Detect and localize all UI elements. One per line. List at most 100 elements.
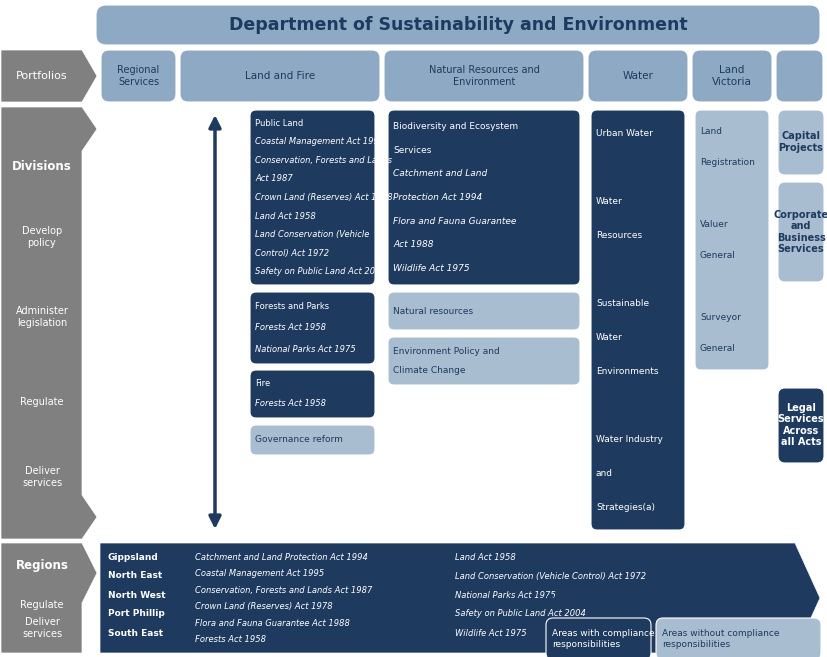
Text: Water: Water — [623, 71, 653, 81]
FancyBboxPatch shape — [591, 110, 685, 530]
Text: Coastal Management Act 1995: Coastal Management Act 1995 — [255, 137, 385, 147]
FancyBboxPatch shape — [96, 5, 820, 45]
Text: Safety on Public Land Act 2004: Safety on Public Land Act 2004 — [455, 610, 586, 618]
Text: Coastal Management Act 1995: Coastal Management Act 1995 — [195, 569, 324, 578]
FancyBboxPatch shape — [250, 292, 375, 364]
Text: Port Phillip: Port Phillip — [108, 610, 165, 618]
Text: Valuer: Valuer — [700, 220, 729, 229]
Polygon shape — [1, 50, 97, 102]
Text: Protection Act 1994: Protection Act 1994 — [393, 193, 482, 202]
Text: Environments: Environments — [596, 367, 658, 376]
Text: Land and Fire: Land and Fire — [245, 71, 315, 81]
FancyBboxPatch shape — [778, 388, 824, 463]
Text: Corporate
and
Business
Services: Corporate and Business Services — [773, 210, 827, 254]
FancyBboxPatch shape — [778, 182, 824, 282]
FancyBboxPatch shape — [656, 618, 821, 657]
Text: General: General — [700, 344, 736, 353]
Text: Registration: Registration — [700, 158, 755, 167]
Text: Water Industry: Water Industry — [596, 434, 663, 443]
Text: Governance reform: Governance reform — [255, 436, 343, 445]
Text: Resources: Resources — [596, 231, 642, 240]
FancyBboxPatch shape — [180, 50, 380, 102]
Text: Natural Resources and
Environment: Natural Resources and Environment — [428, 65, 539, 87]
Text: Conservation, Forests and Lands: Conservation, Forests and Lands — [255, 156, 392, 165]
Text: Forests Act 1958: Forests Act 1958 — [255, 323, 326, 332]
FancyBboxPatch shape — [388, 292, 580, 330]
FancyBboxPatch shape — [588, 50, 688, 102]
Text: Wildlife Act 1975: Wildlife Act 1975 — [393, 263, 470, 273]
Text: Areas with compliance
responsibilities: Areas with compliance responsibilities — [552, 629, 655, 648]
FancyBboxPatch shape — [776, 50, 823, 102]
Text: National Parks Act 1975: National Parks Act 1975 — [255, 345, 356, 354]
Text: North East: North East — [108, 572, 162, 581]
Text: Climate Change: Climate Change — [393, 366, 466, 375]
Text: Catchment and Land Protection Act 1994: Catchment and Land Protection Act 1994 — [195, 553, 368, 562]
Text: Control) Act 1972: Control) Act 1972 — [255, 248, 329, 258]
Text: Forests and Parks: Forests and Parks — [255, 302, 329, 311]
Text: Act 1988: Act 1988 — [393, 240, 433, 249]
Polygon shape — [1, 107, 97, 539]
FancyBboxPatch shape — [388, 110, 580, 285]
FancyBboxPatch shape — [388, 337, 580, 385]
Text: Land Conservation (Vehicle Control) Act 1972: Land Conservation (Vehicle Control) Act … — [455, 572, 646, 581]
Text: and: and — [596, 468, 613, 478]
Text: Conservation, Forests and Lands Act 1987: Conservation, Forests and Lands Act 1987 — [195, 585, 372, 595]
Text: Land Conservation (Vehicle: Land Conservation (Vehicle — [255, 230, 370, 239]
Text: Legal
Services
Across
all Acts: Legal Services Across all Acts — [777, 403, 825, 447]
Text: Regional
Services: Regional Services — [117, 65, 160, 87]
Text: Capital
Projects: Capital Projects — [778, 131, 824, 153]
Text: Urban Water: Urban Water — [596, 129, 653, 137]
Text: Sustainable: Sustainable — [596, 298, 649, 307]
Polygon shape — [1, 543, 97, 653]
FancyBboxPatch shape — [250, 370, 375, 418]
Text: Surveyor: Surveyor — [700, 313, 741, 322]
Text: Fire: Fire — [255, 380, 270, 388]
Text: Forests Act 1958: Forests Act 1958 — [195, 635, 266, 644]
Text: Water: Water — [596, 196, 623, 206]
Text: Crown Land (Reserves) Act 1978: Crown Land (Reserves) Act 1978 — [195, 602, 332, 611]
Text: Services: Services — [393, 146, 432, 155]
Text: Natural resources: Natural resources — [393, 307, 473, 315]
FancyBboxPatch shape — [778, 110, 824, 175]
Text: Strategies(a): Strategies(a) — [596, 503, 655, 512]
Text: Land Act 1958: Land Act 1958 — [455, 553, 516, 562]
Text: Administer
legislation: Administer legislation — [16, 306, 69, 328]
Text: Portfolios: Portfolios — [17, 71, 68, 81]
FancyBboxPatch shape — [546, 618, 651, 657]
Text: Crown Land (Reserves) Act 1978: Crown Land (Reserves) Act 1978 — [255, 193, 393, 202]
FancyBboxPatch shape — [692, 50, 772, 102]
Text: South East: South East — [108, 629, 163, 637]
Text: Develop
policy: Develop policy — [22, 226, 62, 248]
Text: Regions: Regions — [16, 558, 69, 572]
Text: Gippsland: Gippsland — [108, 553, 159, 562]
Text: Environment Policy and: Environment Policy and — [393, 347, 500, 356]
Text: Land
Victoria: Land Victoria — [712, 65, 752, 87]
Text: Land Act 1958: Land Act 1958 — [255, 212, 316, 221]
Text: Regulate: Regulate — [20, 600, 64, 610]
Text: Flora and Fauna Guarantee Act 1988: Flora and Fauna Guarantee Act 1988 — [195, 618, 350, 627]
Polygon shape — [100, 543, 820, 653]
Text: Deliver
services: Deliver services — [22, 617, 62, 639]
Text: Deliver
services: Deliver services — [22, 466, 62, 487]
Text: Department of Sustainability and Environment: Department of Sustainability and Environ… — [229, 16, 687, 34]
Text: Forests Act 1958: Forests Act 1958 — [255, 399, 326, 409]
Text: National Parks Act 1975: National Parks Act 1975 — [455, 591, 556, 599]
Text: Public Land: Public Land — [255, 119, 304, 127]
Text: Regulate: Regulate — [20, 397, 64, 407]
FancyBboxPatch shape — [384, 50, 584, 102]
Text: Safety on Public Land Act 2004: Safety on Public Land Act 2004 — [255, 267, 386, 276]
Text: Flora and Fauna Guarantee: Flora and Fauna Guarantee — [393, 217, 516, 225]
FancyBboxPatch shape — [250, 110, 375, 285]
Text: Biodiversity and Ecosystem: Biodiversity and Ecosystem — [393, 122, 519, 131]
Text: Act 1987: Act 1987 — [255, 175, 293, 183]
FancyBboxPatch shape — [101, 50, 176, 102]
Text: North West: North West — [108, 591, 165, 599]
Text: Catchment and Land: Catchment and Land — [393, 170, 487, 179]
FancyBboxPatch shape — [695, 110, 769, 370]
Text: Wildlife Act 1975: Wildlife Act 1975 — [455, 629, 527, 637]
Text: Land: Land — [700, 127, 722, 136]
Text: Water: Water — [596, 332, 623, 342]
FancyBboxPatch shape — [250, 425, 375, 455]
Text: Divisions: Divisions — [12, 160, 72, 173]
Text: Areas without compliance
responsibilities: Areas without compliance responsibilitie… — [662, 629, 780, 648]
